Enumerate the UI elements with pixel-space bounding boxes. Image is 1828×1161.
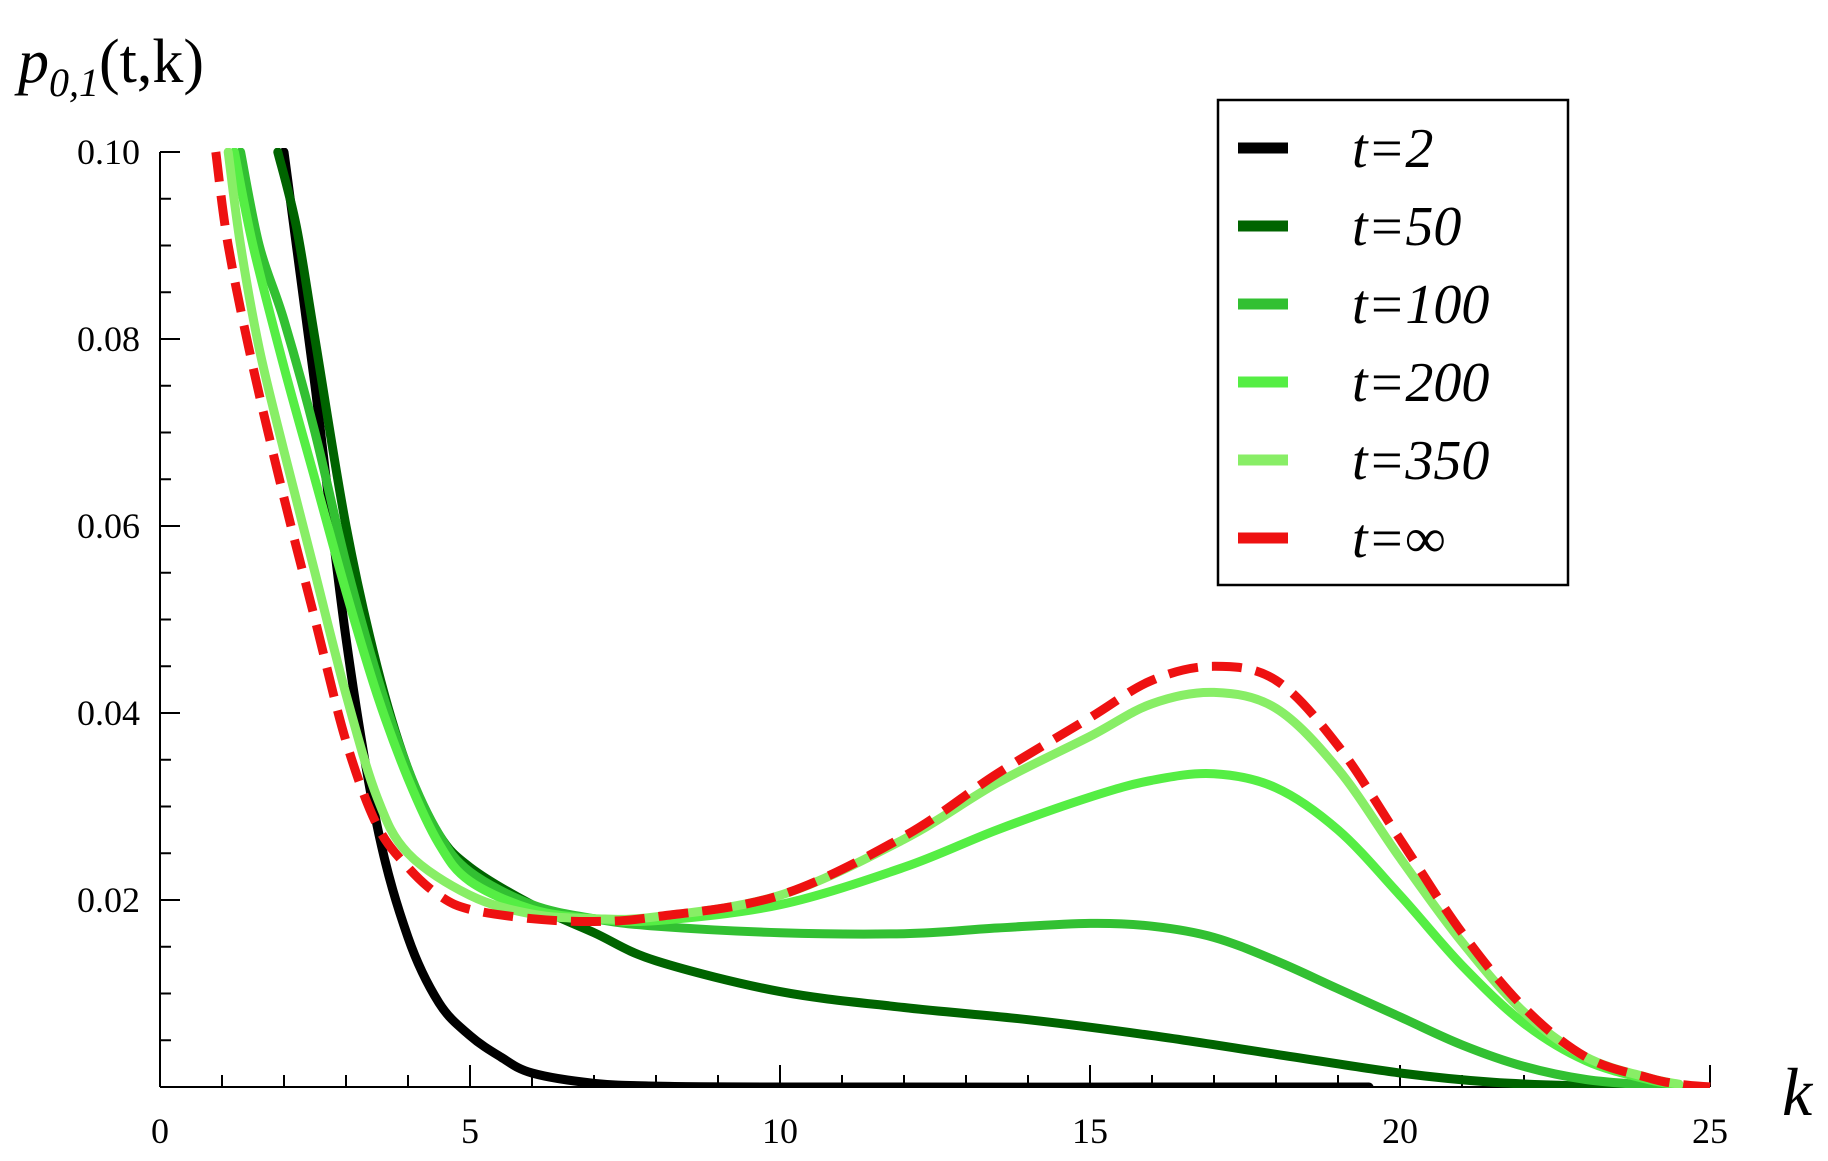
x-tick-label: 0 — [151, 1111, 169, 1151]
series-group — [211, 148, 1711, 1088]
y-tick-label: 0.08 — [77, 319, 140, 359]
y-tick-label: 0.06 — [77, 506, 140, 546]
y-axis-label-sub: 0,1 — [49, 60, 99, 105]
legend-box — [1216, 98, 1570, 587]
x-axis-label: k — [1782, 1054, 1814, 1130]
y-axis-label-args: (t,k) — [99, 28, 204, 96]
legend-label-4: t=350 — [1352, 430, 1489, 492]
legend-label-0: t=2 — [1352, 118, 1433, 180]
legend-label-3: t=200 — [1352, 352, 1489, 414]
series-line-5 — [211, 151, 1711, 1088]
legend-label-1: t=50 — [1352, 196, 1461, 258]
series-line-1 — [273, 148, 1653, 1088]
series-line-3 — [229, 148, 1684, 1088]
legend: t=2 t=50 t=100 t=200 t=350 t=∞ — [1216, 98, 1570, 587]
legend-label-5: t=∞ — [1352, 508, 1445, 570]
y-tick-label: 0.02 — [77, 880, 140, 920]
y-tick-label: 0.04 — [77, 693, 140, 733]
y-tick-labels: 0.02 0.04 0.06 0.08 0.10 — [77, 132, 140, 920]
x-tick-label: 5 — [461, 1111, 479, 1151]
y-tick-label: 0.10 — [77, 132, 140, 172]
x-tick-label: 25 — [1692, 1111, 1728, 1151]
legend-label-2: t=100 — [1352, 274, 1489, 336]
series-line-2 — [236, 148, 1684, 1088]
x-tick-label: 20 — [1382, 1111, 1418, 1151]
x-tick-labels: 0 5 10 15 20 25 — [151, 1111, 1728, 1151]
series-line-0 — [279, 148, 1374, 1088]
y-axis-label-base: p — [14, 28, 49, 96]
y-axis-label: p0,1(t,k) — [14, 28, 204, 105]
x-tick-label: 15 — [1072, 1111, 1108, 1151]
x-tick-label: 10 — [762, 1111, 798, 1151]
